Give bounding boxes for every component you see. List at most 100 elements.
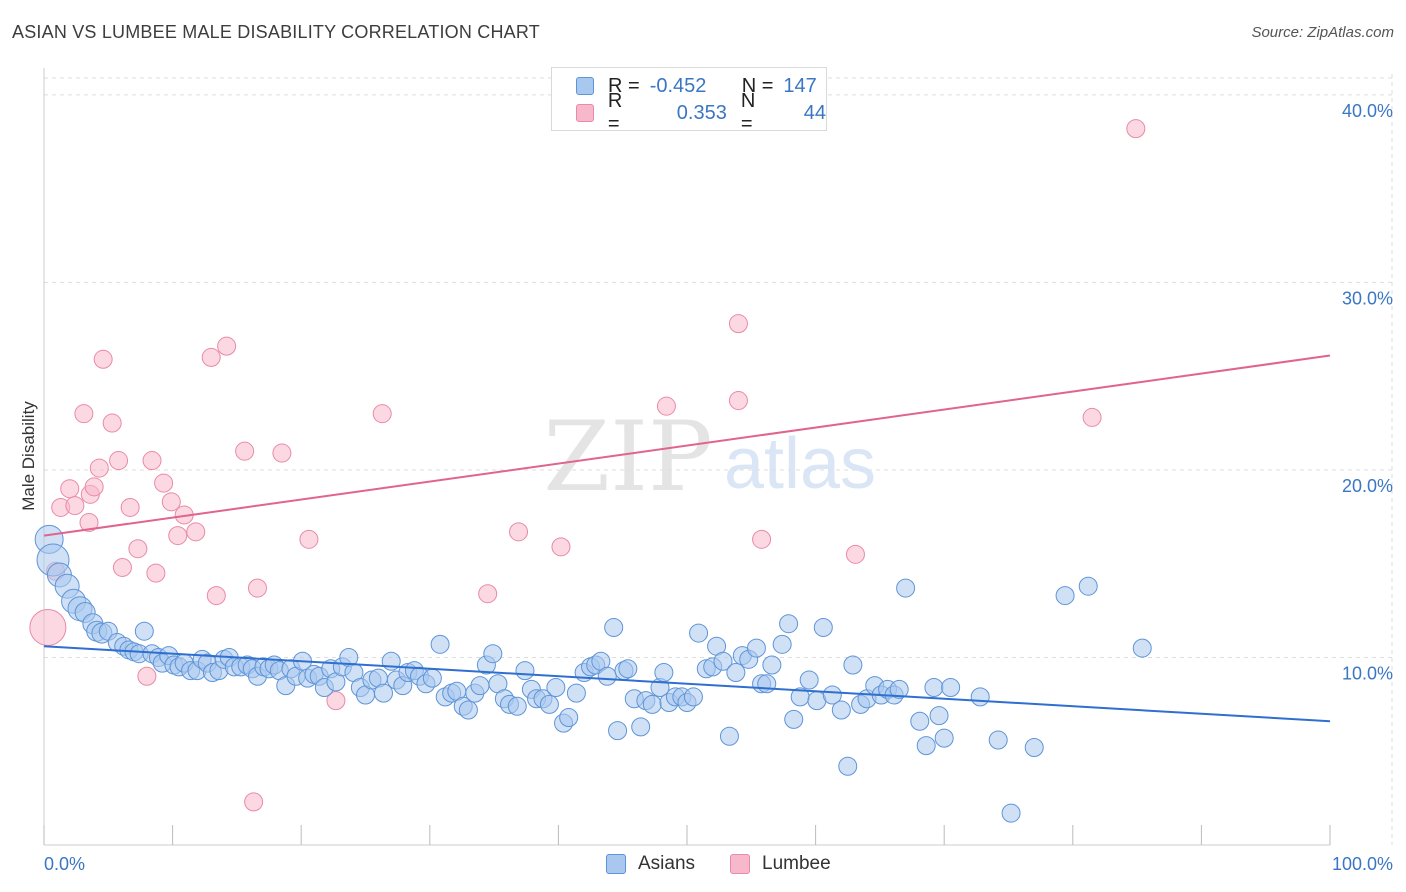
lumbee-trend-line: [43, 354, 1331, 537]
r-value: -0.452: [649, 74, 707, 97]
watermark-atlas: atlas: [724, 424, 876, 504]
lumbee-legend-swatch: [730, 854, 750, 874]
lumbee-point: [89, 458, 109, 478]
asian-point: [458, 700, 478, 720]
n-label: N =: [740, 90, 756, 135]
asian-point: [546, 677, 566, 697]
lumbee-point: [74, 404, 94, 424]
asian-point: [762, 655, 782, 675]
lumbee-point: [326, 691, 346, 711]
asians-legend-swatch: [606, 854, 626, 874]
lumbee-point: [272, 443, 292, 463]
lumbee-point: [112, 557, 132, 577]
asian-point: [772, 634, 792, 654]
lumbee-point: [137, 666, 157, 686]
legend-row-asians: R = -0.452 N = 147: [576, 72, 817, 100]
chart-title: ASIAN VS LUMBEE MALE DISABILITY CORRELAT…: [12, 22, 540, 42]
lumbee-point: [201, 347, 221, 367]
lumbee-point: [84, 477, 104, 497]
r-label: R =: [608, 74, 640, 97]
lumbee-point: [102, 413, 122, 433]
lumbee-point: [728, 314, 748, 334]
asian-point: [924, 677, 944, 697]
asian-point: [746, 638, 766, 658]
lumbee-point: [120, 497, 140, 517]
y-tick-label: 30.0%: [1342, 288, 1393, 308]
asian-point: [941, 677, 961, 697]
lumbee-point: [845, 544, 865, 564]
asian-point: [916, 736, 936, 756]
lumbee-legend-label: Lumbee: [762, 853, 831, 874]
asian-point: [934, 728, 954, 748]
lumbee-point: [79, 512, 99, 532]
lumbee-point: [29, 608, 67, 646]
axes: [43, 68, 1331, 846]
asian-point: [642, 694, 662, 714]
asian-point: [515, 661, 535, 681]
asian-point: [719, 726, 739, 746]
lumbee-swatch: [576, 104, 594, 122]
asian-point: [422, 668, 442, 688]
asian-point: [889, 679, 909, 699]
lumbee-point: [60, 479, 80, 499]
lumbee-point: [168, 526, 188, 546]
trend-lines: [43, 354, 1331, 723]
asian-point: [134, 621, 154, 641]
asian-point: [713, 651, 733, 671]
asian-point: [910, 711, 930, 731]
asian-point: [483, 644, 503, 664]
asian-point: [843, 655, 863, 675]
asian-point: [896, 578, 916, 598]
lumbee-point: [128, 539, 148, 559]
lumbee-point: [1126, 119, 1146, 139]
asian-point: [507, 696, 527, 716]
asian-point: [757, 674, 777, 694]
source-credit: Source: ZipAtlas.com: [1251, 24, 1394, 41]
asian-point: [929, 706, 949, 726]
asian-point: [813, 617, 833, 637]
asian-point: [726, 662, 746, 682]
asian-point: [608, 721, 628, 741]
asian-point: [566, 683, 586, 703]
n-value: 147: [783, 74, 817, 97]
legend-row-lumbee: R = 0.353 N = 44: [576, 90, 826, 135]
asian-point: [559, 707, 579, 727]
asian-point: [970, 687, 990, 707]
lumbee-point: [235, 441, 255, 461]
asian-point: [597, 666, 617, 686]
lumbee-point: [728, 391, 748, 411]
asian-point: [1132, 638, 1152, 658]
n-value: 44: [803, 101, 826, 124]
y-tick-label: 10.0%: [1342, 663, 1393, 683]
lumbee-point: [109, 451, 129, 471]
asian-point: [683, 687, 703, 707]
asian-point: [1078, 576, 1098, 596]
legend-item-lumbee: Lumbee: [730, 851, 831, 877]
lumbee-point: [478, 584, 498, 604]
lumbee-point: [299, 529, 319, 549]
lumbee-point: [161, 492, 181, 512]
lumbee-point: [206, 586, 226, 606]
asian-point: [822, 685, 842, 705]
asian-point: [799, 670, 819, 690]
asian-point: [430, 634, 450, 654]
asian-point: [988, 730, 1008, 750]
lumbee-point: [1082, 407, 1102, 427]
lumbee-point: [146, 563, 166, 583]
asian-point: [838, 756, 858, 776]
lumbee-point: [217, 336, 237, 356]
lumbee-point: [551, 537, 571, 557]
y-tick-label: 40.0%: [1342, 101, 1393, 121]
asian-point: [604, 617, 624, 637]
asians-swatch: [576, 77, 594, 95]
asian-point: [470, 676, 490, 696]
lumbee-point: [752, 529, 772, 549]
y-tick-label: 20.0%: [1342, 476, 1393, 496]
watermark: ZIP atlas: [543, 401, 876, 513]
r-value: 0.353: [676, 101, 727, 124]
legend-item-asians: Asians: [606, 851, 695, 877]
asian-point: [784, 709, 804, 729]
y-axis-label: Male Disability: [19, 401, 38, 511]
lumbee-point: [244, 792, 264, 812]
